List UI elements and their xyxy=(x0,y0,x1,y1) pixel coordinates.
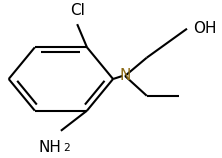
Text: Cl: Cl xyxy=(70,3,85,18)
Text: NH: NH xyxy=(38,140,61,155)
Text: N: N xyxy=(119,68,131,83)
Text: 2: 2 xyxy=(63,143,70,153)
Text: OH: OH xyxy=(194,21,217,36)
